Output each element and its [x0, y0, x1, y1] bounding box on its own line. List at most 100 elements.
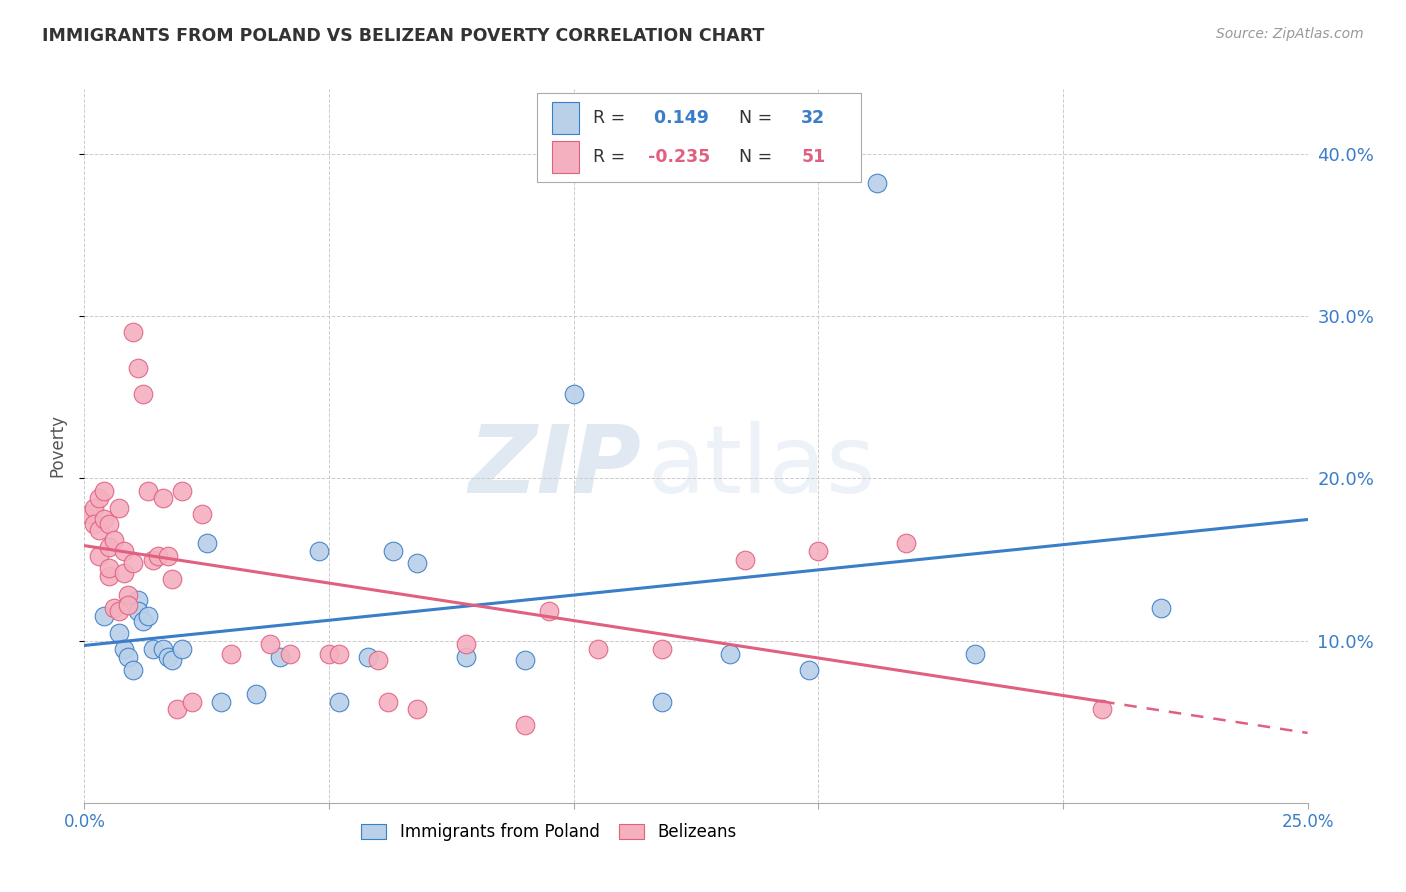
- Point: [152, 491, 174, 505]
- Point: [245, 687, 267, 701]
- Text: Source: ZipAtlas.com: Source: ZipAtlas.com: [1216, 27, 1364, 41]
- Point: [651, 695, 673, 709]
- Point: [381, 544, 404, 558]
- FancyBboxPatch shape: [537, 93, 860, 182]
- Point: [406, 556, 429, 570]
- Point: [195, 536, 218, 550]
- Point: [209, 695, 232, 709]
- Text: 51: 51: [801, 148, 825, 166]
- Y-axis label: Poverty: Poverty: [48, 415, 66, 477]
- Text: -0.235: -0.235: [648, 148, 710, 166]
- Point: [107, 625, 129, 640]
- Point: [112, 566, 135, 580]
- Point: [103, 533, 125, 547]
- Point: [651, 641, 673, 656]
- Point: [93, 512, 115, 526]
- Point: [127, 593, 149, 607]
- Text: IMMIGRANTS FROM POLAND VS BELIZEAN POVERTY CORRELATION CHART: IMMIGRANTS FROM POLAND VS BELIZEAN POVER…: [42, 27, 765, 45]
- Point: [1091, 702, 1114, 716]
- Point: [122, 556, 145, 570]
- Text: 0.149: 0.149: [648, 109, 709, 127]
- Point: [328, 647, 350, 661]
- Point: [278, 647, 301, 661]
- Point: [127, 604, 149, 618]
- Point: [454, 649, 477, 664]
- Point: [807, 544, 830, 558]
- Point: [308, 544, 330, 558]
- Point: [107, 500, 129, 515]
- Point: [166, 702, 188, 716]
- Point: [162, 653, 184, 667]
- Point: [896, 536, 918, 550]
- Point: [146, 549, 169, 564]
- Text: R =: R =: [593, 148, 631, 166]
- Point: [454, 637, 477, 651]
- Point: [797, 663, 820, 677]
- Text: N =: N =: [728, 148, 778, 166]
- Point: [367, 653, 389, 667]
- Text: 32: 32: [801, 109, 825, 127]
- Point: [97, 568, 120, 582]
- Point: [328, 695, 350, 709]
- Point: [377, 695, 399, 709]
- Point: [269, 649, 291, 664]
- Point: [162, 572, 184, 586]
- Text: atlas: atlas: [647, 421, 876, 514]
- Point: [132, 614, 155, 628]
- Point: [406, 702, 429, 716]
- Point: [259, 637, 281, 651]
- Point: [117, 598, 139, 612]
- Point: [103, 601, 125, 615]
- Point: [93, 609, 115, 624]
- Text: ZIP: ZIP: [468, 421, 641, 514]
- Point: [357, 649, 380, 664]
- Point: [142, 552, 165, 566]
- Point: [1150, 601, 1173, 615]
- Point: [97, 560, 120, 574]
- Point: [718, 647, 741, 661]
- Point: [87, 524, 110, 538]
- FancyBboxPatch shape: [551, 141, 578, 173]
- Point: [83, 500, 105, 515]
- Point: [117, 588, 139, 602]
- Point: [538, 604, 561, 618]
- Text: N =: N =: [728, 109, 778, 127]
- Point: [122, 663, 145, 677]
- Point: [156, 649, 179, 664]
- Point: [181, 695, 204, 709]
- Point: [172, 484, 194, 499]
- Point: [132, 387, 155, 401]
- Point: [586, 641, 609, 656]
- Point: [219, 647, 242, 661]
- Point: [513, 653, 536, 667]
- Point: [156, 549, 179, 564]
- Point: [172, 641, 194, 656]
- Text: R =: R =: [593, 109, 631, 127]
- Point: [87, 491, 110, 505]
- Point: [191, 507, 214, 521]
- Point: [734, 552, 756, 566]
- Point: [97, 540, 120, 554]
- Point: [142, 641, 165, 656]
- Point: [127, 361, 149, 376]
- Point: [97, 516, 120, 531]
- Point: [122, 326, 145, 340]
- Point: [562, 387, 585, 401]
- Point: [963, 647, 986, 661]
- Point: [117, 649, 139, 664]
- Point: [107, 604, 129, 618]
- Point: [318, 647, 340, 661]
- Point: [112, 641, 135, 656]
- Point: [83, 516, 105, 531]
- Point: [152, 641, 174, 656]
- Legend: Immigrants from Poland, Belizeans: Immigrants from Poland, Belizeans: [354, 817, 744, 848]
- Point: [87, 549, 110, 564]
- Point: [136, 609, 159, 624]
- Point: [77, 507, 100, 521]
- Point: [136, 484, 159, 499]
- Point: [112, 544, 135, 558]
- Point: [513, 718, 536, 732]
- FancyBboxPatch shape: [551, 102, 578, 134]
- Point: [866, 176, 889, 190]
- Point: [93, 484, 115, 499]
